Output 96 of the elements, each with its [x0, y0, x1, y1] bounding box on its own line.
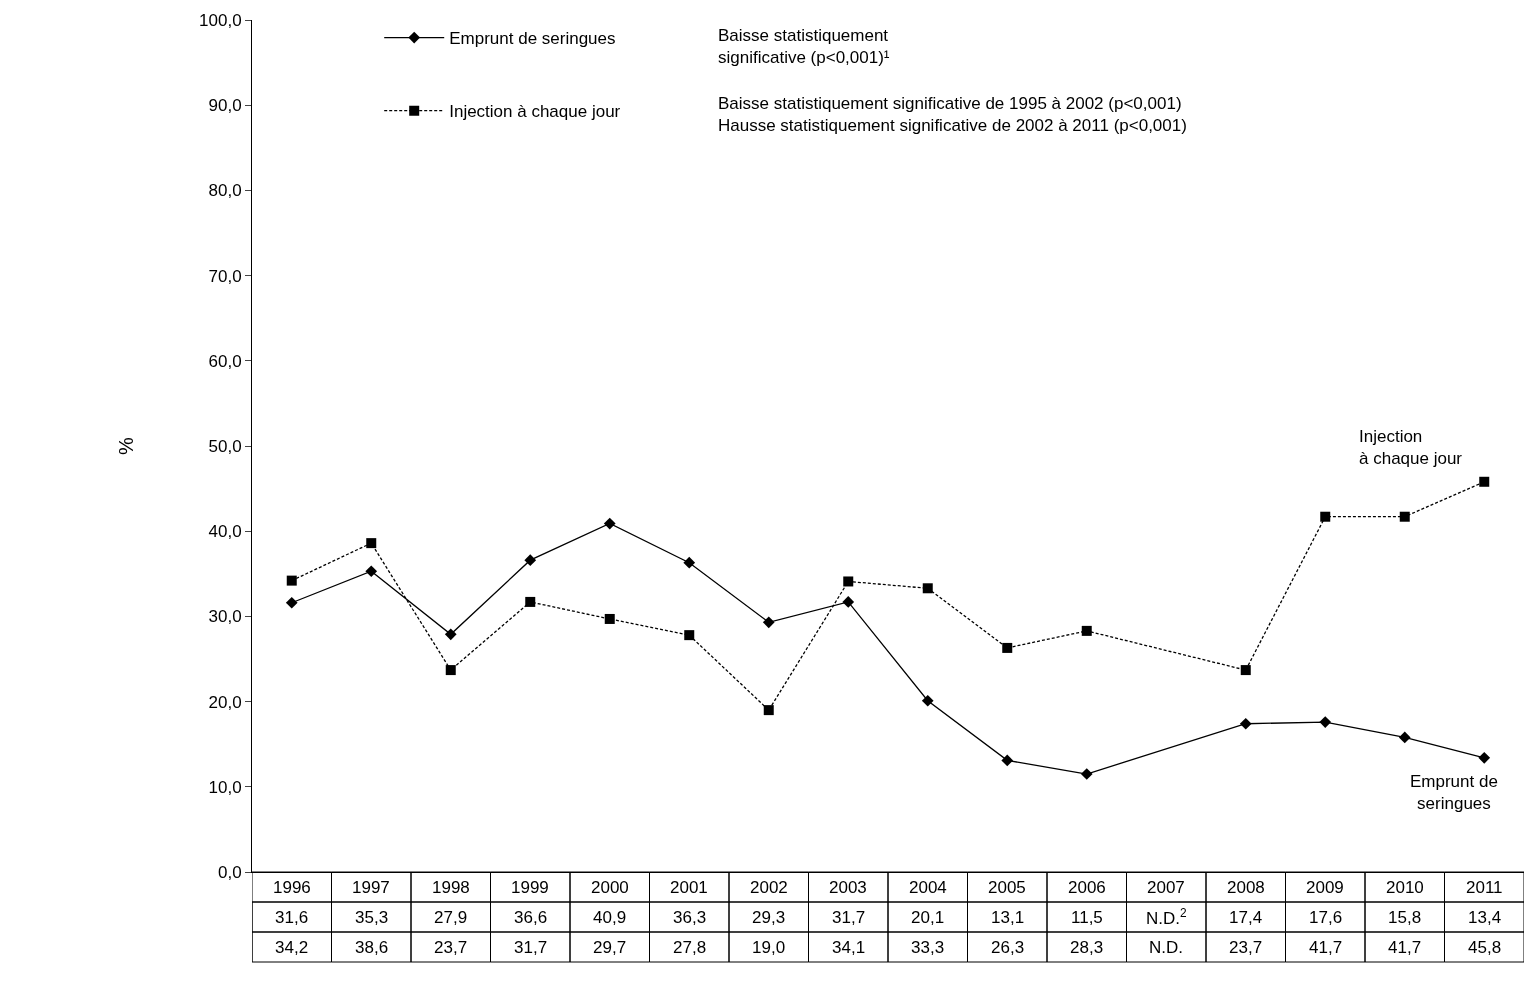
data-label: 17,4 — [1229, 908, 1263, 927]
point — [524, 554, 537, 567]
x-tick-label: 2000 — [591, 878, 629, 897]
x-tick-label: 1998 — [432, 878, 470, 897]
x-tick-label: 2010 — [1386, 878, 1424, 897]
data-label: 29,3 — [752, 908, 786, 927]
data-label: 34,2 — [275, 938, 309, 957]
y-tick-label: 90,0 — [208, 96, 242, 116]
point — [1081, 625, 1092, 636]
data-label: 20,1 — [911, 908, 945, 927]
y-tick-label: 40,0 — [208, 522, 242, 542]
data-label: 31,6 — [275, 908, 309, 927]
data-label: 33,3 — [911, 938, 945, 957]
y-tick-label: 70,0 — [208, 266, 242, 286]
point — [1001, 754, 1014, 767]
x-tick-label: 2008 — [1227, 878, 1265, 897]
legend-label: Injection à chaque jour — [449, 102, 621, 122]
data-label: 13,4 — [1468, 908, 1502, 927]
x-tick-label: 2007 — [1147, 878, 1185, 897]
point — [1002, 642, 1013, 653]
y-tick-label: 0,0 — [217, 862, 242, 882]
y-tick-label: 30,0 — [208, 607, 242, 627]
y-tick-label: 20,0 — [208, 692, 242, 712]
y-axis-title: % — [114, 436, 137, 455]
x-tick-label: 2003 — [829, 878, 867, 897]
data-label: 31,7 — [832, 908, 866, 927]
point — [1319, 716, 1332, 728]
data-label: 34,1 — [832, 938, 866, 957]
x-tick-label: 2004 — [909, 878, 947, 897]
point — [762, 616, 775, 629]
y-tick-label: 100,0 — [199, 10, 242, 30]
point — [1478, 751, 1491, 764]
point — [1399, 511, 1410, 522]
point — [445, 665, 456, 676]
data-label: 38,6 — [355, 938, 389, 957]
data-label: 23,7 — [434, 938, 468, 957]
y-tick-label: 60,0 — [208, 351, 242, 371]
data-label: 31,7 — [514, 938, 548, 957]
x-tick-label: 2005 — [988, 878, 1026, 897]
point — [1080, 768, 1093, 780]
data-label: 40,9 — [593, 908, 627, 927]
x-tick-label: 1997 — [352, 878, 390, 897]
legend-label: Emprunt de seringues — [449, 29, 616, 49]
point — [365, 565, 378, 578]
x-tick-label: 1996 — [273, 878, 311, 897]
annotation: Baisse statistiquement significative (p<0,001)¹ — [718, 26, 890, 68]
y-tick-label: 10,0 — [208, 777, 242, 797]
text: Emprunt de seringues — [1410, 772, 1498, 814]
point — [1398, 731, 1411, 744]
data-label: 36,3 — [673, 908, 707, 927]
data-label: 26,3 — [991, 938, 1025, 957]
point — [683, 556, 696, 569]
data-label: 28,3 — [1070, 938, 1104, 957]
x-tick-label: 2001 — [670, 878, 708, 897]
point — [684, 630, 695, 641]
point — [1320, 511, 1331, 522]
text: Injection à chaque jour — [1359, 427, 1463, 469]
data-label: 17,6 — [1309, 908, 1343, 927]
point — [842, 596, 855, 608]
x-tick-label: 2002 — [750, 878, 788, 897]
point — [285, 596, 298, 609]
text: N.D. — [1149, 938, 1183, 957]
data-label: 27,9 — [434, 908, 468, 927]
annotation: Baisse statistiquement significative de 1995 à 2002 (p<0,001) Hausse statistiquement significative de 2002 à 2011 (p<0,001) — [718, 94, 1187, 136]
data-label: 45,8 — [1468, 938, 1502, 957]
point — [604, 613, 615, 624]
point — [921, 694, 934, 707]
point — [1240, 665, 1251, 676]
point — [1239, 717, 1252, 730]
point — [603, 517, 616, 530]
data-label: 35,3 — [355, 908, 389, 927]
data-label: 15,8 — [1388, 908, 1422, 927]
data-label: 41,7 — [1309, 938, 1343, 957]
point — [922, 583, 933, 594]
x-tick-label: 1999 — [511, 878, 549, 897]
y-tick-label: 80,0 — [208, 181, 242, 201]
point — [1479, 476, 1490, 487]
data-label: 11,5 — [1071, 908, 1103, 927]
point — [525, 596, 536, 607]
text: N.D.$^{2}$ — [1146, 906, 1187, 929]
data-label: 19,0 — [752, 938, 786, 957]
x-tick-label: 2009 — [1306, 878, 1344, 897]
point — [843, 576, 854, 587]
point — [366, 538, 377, 549]
data-label: 13,1 — [991, 908, 1025, 927]
y-tick-label: 50,0 — [208, 436, 242, 456]
data-label: 27,8 — [673, 938, 707, 957]
x-tick-label: 2011 — [1466, 878, 1503, 897]
data-label: 23,7 — [1229, 938, 1263, 957]
x-tick-label: 2006 — [1068, 878, 1106, 897]
data-label: 41,7 — [1388, 938, 1422, 957]
point — [286, 575, 297, 586]
point — [763, 705, 774, 716]
data-label: 36,6 — [514, 908, 548, 927]
data-label: 29,7 — [593, 938, 627, 957]
point — [444, 628, 457, 641]
